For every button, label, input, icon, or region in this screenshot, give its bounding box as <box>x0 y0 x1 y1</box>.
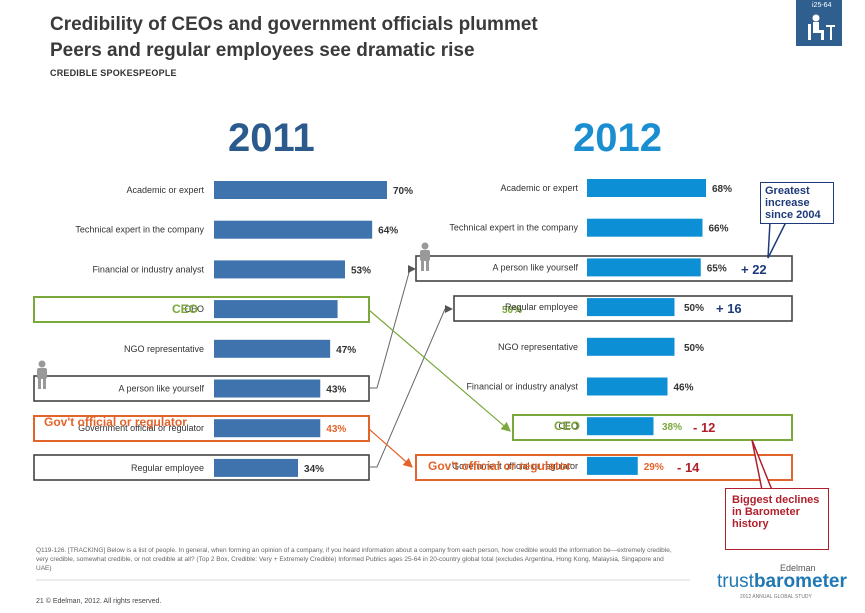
value-label-2011-academic-or-expert: 70% <box>393 186 413 197</box>
category-label-2011-academic-or-expert: Academic or expert <box>126 185 204 195</box>
category-label-2012-a-person-like-yourself: A person like yourself <box>492 262 578 272</box>
category-label-2011-a-person-like-yourself: A person like yourself <box>118 384 204 394</box>
value-label-2012-government-official-or-regulator: 29% <box>644 462 664 473</box>
category-label-2012-ngo-representative: NGO representative <box>498 342 578 352</box>
value-label-2011-ceo: 50% <box>502 305 522 316</box>
title-line-2: Peers and regular employees see dramatic… <box>50 40 475 61</box>
bar-2012-technical-expert-in-the-company <box>587 218 703 237</box>
bar-2011-academic-or-expert <box>214 181 387 199</box>
bar-2011-ngo-representative <box>214 339 331 358</box>
bar-2012-ngo-representative <box>587 337 675 356</box>
category-label-2011-financial-or-industry-analyst: Financial or industry analyst <box>92 264 204 274</box>
person-icon-2011 <box>37 360 47 389</box>
highlight-govt-2012-label: Gov't official or regulator <box>428 459 571 473</box>
footnote: Q119-126. [TRACKING] Below is a list of … <box>36 547 672 572</box>
highlight-govt-2012 <box>415 454 793 481</box>
value-label-2011-ngo-representative: 47% <box>336 345 356 356</box>
connector-govt <box>368 428 413 468</box>
change-ceo: - 12 <box>693 420 716 435</box>
bars-2012: Academic or expert 68% Technical expert in… <box>449 179 732 475</box>
value-label-2012-technical-expert-in-the-company: 66% <box>709 224 729 235</box>
highlight-ceo-2011-label: CEO <box>172 302 199 316</box>
category-label-2011-government-official-or-regulator: Government official or regulator <box>78 423 204 433</box>
bar-2011-ceo <box>214 300 338 319</box>
bar-2012-financial-or-industry-analyst <box>587 377 668 396</box>
category-label-2012-ceo: CEO <box>558 421 578 431</box>
bar-2011-government-official-or-regulator <box>214 419 321 438</box>
biggest-pointer <box>751 439 774 491</box>
category-label-2012-government-official-or-regulator: Government official or regulator <box>452 461 578 471</box>
category-label-2011-regular-employee: Regular employee <box>131 463 204 473</box>
category-label-2011-ngo-representative: NGO representative <box>124 344 204 354</box>
connector-employee <box>369 305 453 468</box>
greatest-pointer <box>767 221 788 259</box>
logo-trust-word: trust <box>717 571 754 592</box>
year-2012-label: 2012 <box>573 116 662 160</box>
connector-ceo <box>368 309 511 432</box>
value-label-2012-ceo: 38% <box>662 422 682 433</box>
value-label-2012-financial-or-industry-analyst: 46% <box>674 383 694 394</box>
category-label-2012-academic-or-expert: Academic or expert <box>500 183 578 193</box>
value-label-2011-a-person-like-yourself: 43% <box>326 385 346 396</box>
bar-2011-technical-expert-in-the-company <box>214 220 373 239</box>
bar-2012-government-official-or-regulator <box>587 456 638 475</box>
bar-2011-a-person-like-yourself <box>214 379 321 398</box>
highlight-employee-2012 <box>453 295 793 322</box>
highlight-ceo-2012 <box>512 414 793 441</box>
bars-2011: Academic or expert 70% Technical expert in… <box>75 181 522 477</box>
value-label-2012-ngo-representative: 50% <box>684 343 704 354</box>
value-label-2012-regular-employee: 50% <box>684 303 704 314</box>
bar-2012-regular-employee <box>587 298 675 317</box>
category-label-2012-financial-or-industry-analyst: Financial or industry analyst <box>466 382 578 392</box>
title-line-1: Credibility of CEOs and government offic… <box>50 14 538 35</box>
change-govt: - 14 <box>677 460 700 475</box>
trust-barometer-logo: trustbarometer <box>717 571 847 593</box>
value-label-2011-government-official-or-regulator: 43% <box>326 424 346 435</box>
bar-2011-financial-or-industry-analyst <box>214 260 345 279</box>
value-label-2011-financial-or-industry-analyst: 53% <box>351 265 371 276</box>
subhead: CREDIBLE SPOKESPEOPLE <box>50 68 177 78</box>
logo-barometer-word: barometer <box>753 571 847 592</box>
highlight-person-2012 <box>415 255 793 282</box>
value-label-2012-academic-or-expert: 68% <box>712 184 732 195</box>
logo-subtitle: 2012 ANNUAL GLOBAL STUDY <box>740 594 812 600</box>
category-label-2012-technical-expert-in-the-company: Technical expert in the company <box>449 223 578 233</box>
highlight-govt-2011 <box>33 415 370 442</box>
badge-label: i25-64 <box>812 2 832 9</box>
category-label-2012-regular-employee: Regular employee <box>505 302 578 312</box>
edelman-logo-text: Edelman <box>780 563 816 573</box>
change-employee: + 16 <box>716 301 742 316</box>
bar-2011-regular-employee <box>214 458 299 477</box>
highlight-ceo-2012-label: CEO <box>554 419 581 433</box>
greatest-increase-callout: Greatest increase since 2004 <box>760 182 834 224</box>
desk-worker-icon <box>808 14 835 40</box>
category-label-2011-technical-expert-in-the-company: Technical expert in the company <box>75 225 204 235</box>
connector-person <box>369 265 416 389</box>
biggest-declines-callout: Biggest declines in Barometer history <box>725 488 829 550</box>
bar-2012-academic-or-expert <box>587 179 706 197</box>
demographic-badge: i25-64 <box>796 0 842 46</box>
value-label-2011-regular-employee: 34% <box>304 464 324 475</box>
value-label-2011-technical-expert-in-the-company: 64% <box>378 226 398 237</box>
change-person: + 22 <box>741 262 767 277</box>
person-icon-2012 <box>420 242 430 271</box>
copyright: 21 © Edelman, 2012. All rights reserved. <box>36 598 162 605</box>
year-2011-label: 2011 <box>228 116 315 160</box>
bar-2012-ceo <box>587 417 654 436</box>
bar-2012-a-person-like-yourself <box>587 258 701 277</box>
category-label-2011-ceo: CEO <box>184 304 204 314</box>
highlight-govt-2011-label: Gov't official or regulator <box>44 415 187 429</box>
page-title: Credibility of CEOs and government offic… <box>50 12 538 64</box>
value-label-2012-a-person-like-yourself: 65% <box>707 263 727 274</box>
highlight-ceo-2011 <box>33 296 370 323</box>
